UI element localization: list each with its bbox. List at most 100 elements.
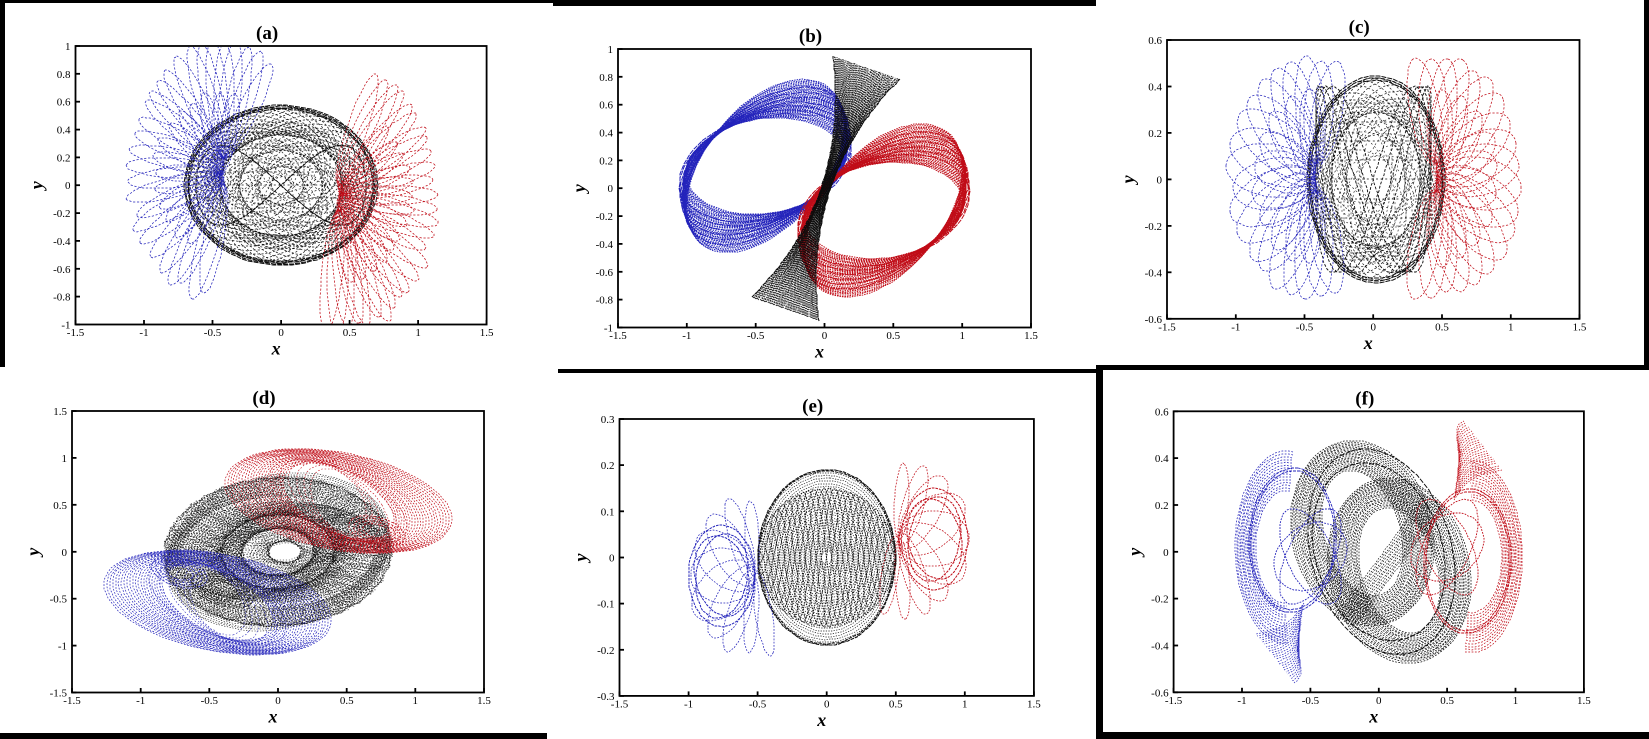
svg-text:0.6: 0.6	[599, 100, 613, 112]
svg-text:0.4: 0.4	[599, 128, 613, 140]
svg-text:(c): (c)	[1349, 17, 1370, 38]
svg-text:-1: -1	[684, 698, 693, 710]
svg-text:-1.5: -1.5	[1165, 695, 1183, 707]
svg-text:-0.5: -0.5	[749, 698, 767, 710]
svg-text:0.4: 0.4	[1148, 82, 1162, 94]
svg-text:-0.6: -0.6	[1145, 314, 1163, 326]
svg-text:(e): (e)	[802, 396, 823, 417]
svg-text:x: x	[271, 339, 281, 359]
svg-text:-0.5: -0.5	[204, 327, 222, 339]
svg-text:(b): (b)	[799, 26, 822, 47]
svg-text:0.1: 0.1	[601, 506, 615, 518]
svg-text:1.5: 1.5	[1577, 695, 1591, 707]
svg-text:0.8: 0.8	[599, 72, 613, 84]
svg-text:0: 0	[1163, 547, 1169, 559]
svg-text:x: x	[814, 342, 824, 362]
svg-text:0.5: 0.5	[889, 698, 903, 710]
svg-text:-0.6: -0.6	[1151, 687, 1169, 699]
svg-text:x: x	[268, 707, 278, 727]
svg-text:x: x	[1363, 333, 1373, 353]
svg-text:0: 0	[608, 183, 614, 195]
svg-text:y: y	[27, 180, 47, 191]
svg-text:-1: -1	[139, 327, 148, 339]
svg-text:0.4: 0.4	[1155, 453, 1169, 465]
svg-text:-1: -1	[1237, 695, 1246, 707]
svg-text:x: x	[1368, 706, 1378, 726]
svg-text:-0.5: -0.5	[50, 594, 68, 606]
svg-text:y: y	[571, 553, 591, 564]
svg-text:0.5: 0.5	[1440, 695, 1454, 707]
svg-text:x: x	[816, 710, 826, 730]
svg-text:y: y	[569, 183, 589, 194]
svg-text:0: 0	[65, 180, 71, 192]
svg-text:0.5: 0.5	[343, 327, 357, 339]
svg-text:(f): (f)	[1355, 388, 1374, 409]
svg-text:-0.1: -0.1	[597, 599, 614, 611]
svg-text:-0.5: -0.5	[201, 695, 219, 707]
svg-text:-1: -1	[136, 695, 145, 707]
svg-text:0: 0	[278, 327, 284, 339]
svg-text:0: 0	[824, 698, 830, 710]
svg-text:-1.5: -1.5	[63, 695, 81, 707]
svg-text:1.5: 1.5	[480, 327, 494, 339]
svg-text:0: 0	[1370, 321, 1376, 333]
svg-text:y: y	[1118, 174, 1138, 185]
svg-text:1: 1	[62, 453, 68, 465]
svg-text:-0.8: -0.8	[596, 295, 614, 307]
svg-text:-1: -1	[682, 330, 691, 342]
svg-text:(d): (d)	[252, 388, 275, 409]
svg-text:1.5: 1.5	[1027, 698, 1041, 710]
svg-text:0.5: 0.5	[1435, 321, 1449, 333]
svg-text:y: y	[23, 547, 43, 558]
svg-text:1.5: 1.5	[53, 406, 67, 418]
svg-text:0: 0	[1376, 695, 1382, 707]
svg-text:0.2: 0.2	[57, 152, 71, 164]
svg-text:-0.2: -0.2	[596, 211, 613, 223]
svg-text:-1: -1	[1231, 321, 1240, 333]
svg-text:0.4: 0.4	[57, 125, 71, 137]
svg-text:0.5: 0.5	[886, 330, 900, 342]
svg-text:0.5: 0.5	[53, 500, 67, 512]
svg-text:-0.2: -0.2	[53, 208, 70, 220]
svg-text:-0.5: -0.5	[1302, 695, 1320, 707]
svg-text:1: 1	[65, 41, 71, 53]
svg-text:(a): (a)	[256, 23, 278, 44]
svg-text:-0.5: -0.5	[1296, 321, 1314, 333]
svg-text:-0.5: -0.5	[747, 330, 765, 342]
svg-text:0: 0	[62, 547, 68, 559]
svg-text:1.5: 1.5	[1573, 321, 1587, 333]
svg-text:y: y	[1125, 547, 1145, 558]
svg-text:1: 1	[608, 44, 614, 56]
svg-text:0.2: 0.2	[1148, 128, 1162, 140]
svg-text:-0.4: -0.4	[1151, 641, 1169, 653]
svg-text:-1.5: -1.5	[50, 688, 68, 700]
svg-text:0.2: 0.2	[599, 155, 613, 167]
svg-text:1: 1	[413, 695, 419, 707]
svg-text:-1: -1	[58, 641, 67, 653]
svg-text:1: 1	[959, 330, 965, 342]
svg-text:-0.3: -0.3	[597, 691, 615, 703]
svg-text:0.6: 0.6	[1155, 406, 1169, 418]
svg-text:1: 1	[1508, 321, 1514, 333]
svg-text:0.3: 0.3	[601, 414, 615, 426]
svg-text:0.6: 0.6	[1148, 35, 1162, 47]
svg-text:0.8: 0.8	[57, 69, 71, 81]
svg-text:1: 1	[1513, 695, 1519, 707]
svg-text:-0.6: -0.6	[53, 264, 71, 276]
svg-text:1.5: 1.5	[1024, 330, 1038, 342]
svg-text:-1.5: -1.5	[1158, 321, 1176, 333]
svg-text:-1.5: -1.5	[611, 698, 629, 710]
svg-text:0.6: 0.6	[57, 97, 71, 109]
svg-text:-0.2: -0.2	[1151, 594, 1168, 606]
svg-text:-1: -1	[61, 320, 70, 332]
svg-text:-0.2: -0.2	[597, 645, 614, 657]
svg-text:-1: -1	[604, 323, 613, 335]
svg-text:0.2: 0.2	[1155, 500, 1169, 512]
svg-text:-0.4: -0.4	[53, 236, 71, 248]
svg-text:0: 0	[822, 330, 828, 342]
svg-text:0: 0	[275, 695, 281, 707]
svg-text:0: 0	[609, 553, 615, 565]
svg-text:-1.5: -1.5	[609, 330, 627, 342]
svg-text:1: 1	[415, 327, 421, 339]
svg-text:-0.6: -0.6	[596, 267, 614, 279]
